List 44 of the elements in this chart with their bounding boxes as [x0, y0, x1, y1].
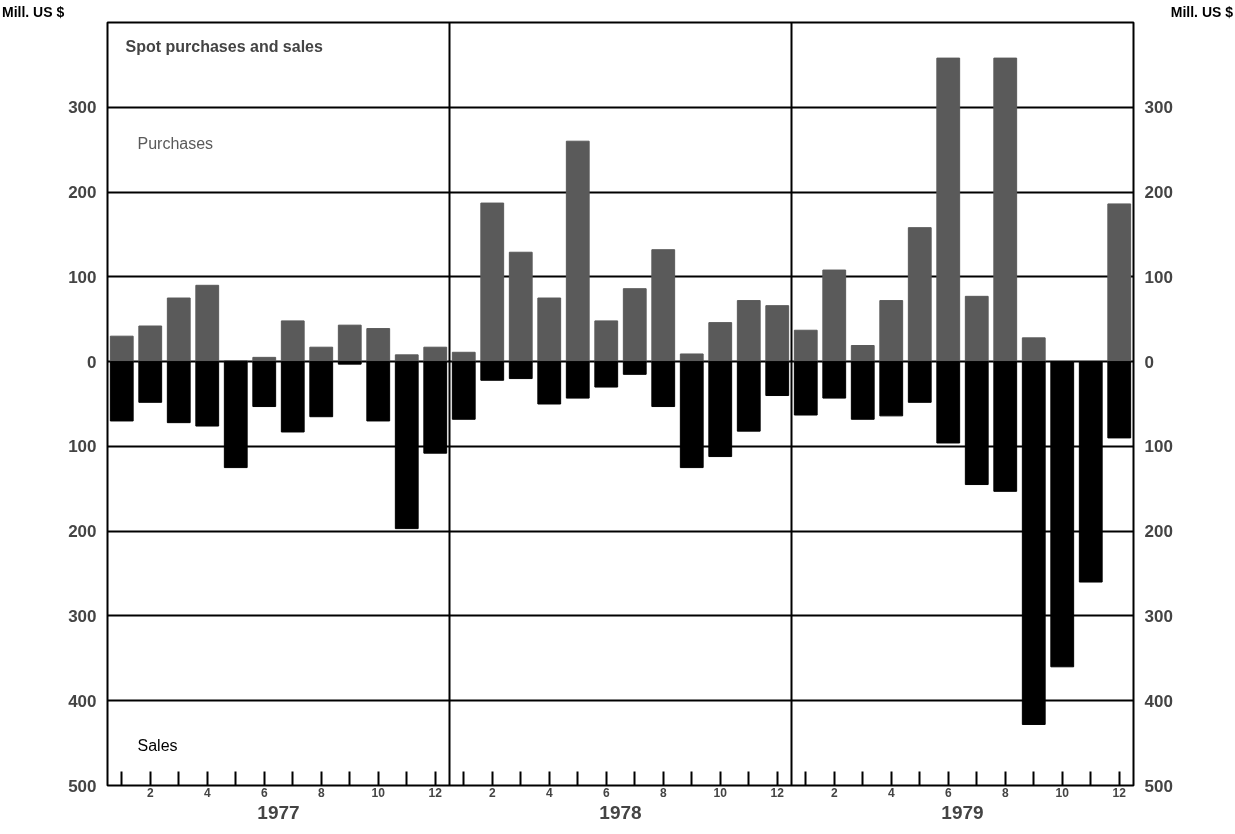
x-tick-label: 6	[602, 785, 610, 800]
text: Sales	[137, 737, 178, 754]
text: 1978	[599, 801, 642, 823]
x-tick-label: 6	[260, 785, 268, 800]
y2-tick-label: 300	[1144, 606, 1173, 626]
y-tick-label: 200	[68, 522, 97, 542]
y2-tick-label: 500	[1144, 776, 1173, 796]
text: 1979	[941, 801, 984, 823]
x-tick-label: 4	[887, 785, 895, 800]
x-tick-label: 12	[770, 785, 785, 800]
text: Purchases	[137, 135, 214, 152]
y2-tick-label: 100	[1144, 437, 1173, 457]
y-tick-label: 300	[68, 606, 97, 626]
x-tick-label: 12	[1112, 785, 1127, 800]
y2-tick-label: 300	[1144, 98, 1173, 118]
x-tick-label: 8	[659, 785, 667, 800]
y-tick-label: 500	[68, 776, 97, 796]
x-tick-label: 10	[1055, 785, 1070, 800]
text: 1977	[257, 801, 300, 823]
y2-tick-label: 100	[1144, 267, 1173, 287]
x-tick-label: 2	[146, 785, 154, 800]
y2-tick-label: 400	[1144, 691, 1173, 711]
y-axis-title: Mill. US $	[2, 3, 65, 22]
x-tick-label: 4	[545, 785, 553, 800]
x-tick-label: 8	[317, 785, 325, 800]
x-tick-label: 10	[371, 785, 386, 800]
x-tick-label: 2	[488, 785, 496, 800]
y-tick-label: 0	[87, 352, 97, 372]
y2-axis-title: Mill. US $	[1170, 3, 1233, 22]
y-tick-label: 200	[68, 183, 97, 203]
x-tick-label: 6	[944, 785, 952, 800]
text: Spot purchases and sales	[125, 38, 324, 55]
x-tick-label: 4	[203, 785, 211, 800]
x-tick-label: 2	[830, 785, 838, 800]
y2-tick-label: 200	[1144, 183, 1173, 203]
y2-tick-label: 200	[1144, 522, 1173, 542]
y-tick-label: 400	[68, 691, 97, 711]
y-tick-label: 100	[68, 267, 97, 287]
x-tick-label: 8	[1001, 785, 1009, 800]
x-tick-label: 10	[713, 785, 728, 800]
x-tick-label: 12	[428, 785, 443, 800]
y-tick-label: 100	[68, 437, 97, 457]
y-tick-label: 300	[68, 98, 97, 118]
y2-tick-label: 0	[1144, 352, 1154, 372]
